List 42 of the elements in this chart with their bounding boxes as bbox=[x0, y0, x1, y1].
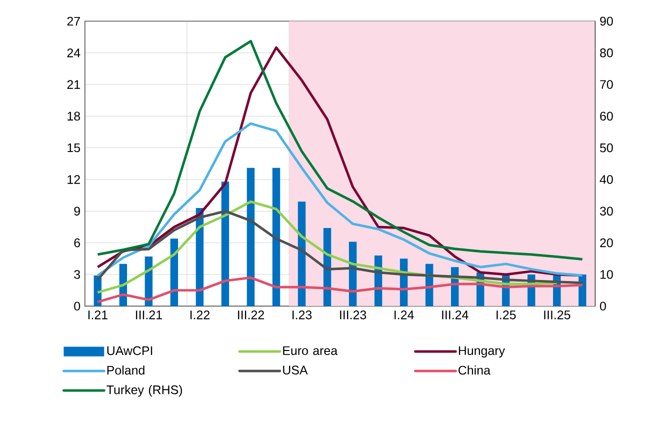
y-tick-label: 18 bbox=[68, 112, 80, 121]
y-tick-label: 21 bbox=[67, 80, 80, 89]
y-tick-label: 0 bbox=[74, 302, 80, 311]
legend-label: China bbox=[458, 365, 490, 375]
line-series bbox=[96, 122, 584, 277]
y-tick-label: 27 bbox=[67, 16, 80, 26]
legend-label: Turkey (RHS) bbox=[106, 385, 182, 397]
line-series bbox=[96, 276, 584, 304]
y2-tick-label: 70 bbox=[600, 80, 613, 89]
x-tick-label: I.25 bbox=[496, 310, 516, 320]
x-tick-label: I.22 bbox=[190, 310, 210, 320]
x-tick-label: I.24 bbox=[394, 310, 414, 320]
y-tick-label: 12 bbox=[68, 175, 80, 184]
y2-tick-label: 80 bbox=[600, 48, 613, 58]
x-tick-label: III.23 bbox=[340, 310, 366, 320]
line-series bbox=[96, 210, 584, 284]
y2-tick-label: 90 bbox=[600, 16, 613, 26]
y2-tick-label: 10 bbox=[600, 270, 613, 279]
bar bbox=[272, 168, 280, 306]
y2-tick-label: 60 bbox=[600, 112, 613, 121]
y-tick-label: 6 bbox=[74, 238, 80, 248]
y2-tick-label: 20 bbox=[600, 238, 613, 248]
y-tick-label: 15 bbox=[68, 143, 80, 152]
legend-label: Poland bbox=[107, 365, 144, 375]
legend-label: UAwCPI bbox=[107, 346, 152, 356]
y-tick-label: 9 bbox=[74, 206, 80, 216]
y-tick-label: 24 bbox=[67, 48, 80, 58]
x-tick-label: I.21 bbox=[88, 310, 108, 320]
y2-tick-label: 30 bbox=[600, 206, 613, 216]
legend-label: Euro area bbox=[283, 346, 338, 355]
x-tick-label: I.23 bbox=[292, 310, 312, 320]
y2-tick-label: 40 bbox=[600, 175, 613, 184]
x-tick-label: III.22 bbox=[238, 310, 264, 320]
y2-tick-label: 50 bbox=[600, 143, 613, 152]
legend-label: USA bbox=[283, 366, 308, 374]
legend-label: Hungary bbox=[458, 346, 506, 358]
bar bbox=[246, 168, 255, 306]
x-tick-label: III.21 bbox=[136, 310, 162, 320]
y-tick-label: 3 bbox=[74, 270, 80, 279]
x-tick-label: III.25 bbox=[544, 310, 570, 320]
y2-tick-label: 0 bbox=[600, 302, 606, 311]
x-tick-label: III.24 bbox=[442, 310, 468, 320]
